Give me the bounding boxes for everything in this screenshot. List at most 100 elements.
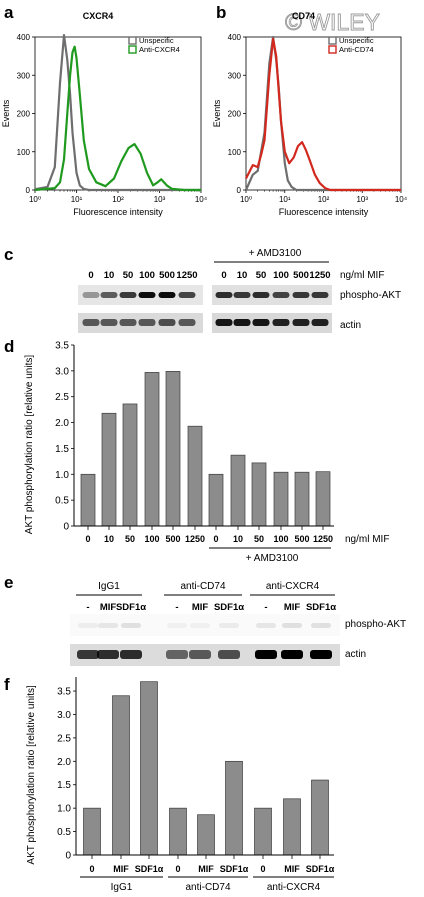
bar xyxy=(273,471,289,527)
y-tick-label: 0 xyxy=(26,186,31,195)
y-tick-label: 2.0 xyxy=(57,757,71,768)
phospho-akt-band xyxy=(167,623,187,628)
histogram-line-anti-cd74 xyxy=(245,37,401,192)
phospho-akt-band xyxy=(215,292,233,298)
actin-band xyxy=(158,319,176,326)
group-label: anti-CD74 xyxy=(180,581,225,592)
bar xyxy=(251,462,267,527)
lane-label: - xyxy=(175,602,178,613)
x-axis-label: Fluorescence intensity xyxy=(73,207,163,217)
group-label: anti-CXCR4 xyxy=(266,581,320,592)
row-label-phospho-akt: phospho-AKT xyxy=(340,290,401,301)
lane-dose-label: 0 xyxy=(221,270,226,281)
y-tick-label: 2.0 xyxy=(55,418,69,429)
y-tick-label: 300 xyxy=(228,71,242,80)
lane-label: MIF xyxy=(284,602,301,613)
panel-label-d: d xyxy=(4,337,14,356)
x-tick-label: SDF1α xyxy=(220,864,249,874)
bar xyxy=(197,814,215,856)
y-tick-label: 1.5 xyxy=(57,780,71,791)
lane-dose-label: 500 xyxy=(293,270,309,281)
x-tick-label: 100 xyxy=(144,534,159,544)
group-label: + AMD3100 xyxy=(246,553,299,564)
actin-band xyxy=(189,650,211,659)
x-tick-label: 10⁴ xyxy=(195,195,208,204)
y-tick-label: 3.5 xyxy=(55,341,69,352)
x-tick-label: 1250 xyxy=(185,534,205,544)
phospho-akt-band xyxy=(282,623,302,628)
phospho-akt-band xyxy=(138,292,156,298)
phospho-akt-band xyxy=(252,292,270,298)
actin-band xyxy=(215,319,233,326)
lane-label: SDF1α xyxy=(214,602,244,613)
y-tick-label: 200 xyxy=(17,110,31,119)
bar xyxy=(144,372,160,527)
x-tick-label: 0 xyxy=(213,534,218,544)
lane-dose-label: 100 xyxy=(139,270,155,281)
treatment-label: + AMD3100 xyxy=(249,248,302,259)
group-label: anti-CXCR4 xyxy=(267,882,321,893)
y-tick-label: 1.0 xyxy=(55,470,69,481)
x-tick-label: SDF1α xyxy=(306,864,335,874)
actin-band xyxy=(281,650,303,659)
phospho-akt-band xyxy=(98,623,118,628)
y-axis-label: Events xyxy=(1,99,11,127)
bar xyxy=(315,471,331,527)
phospho-akt-band xyxy=(100,292,118,298)
panel-label-a: a xyxy=(4,3,14,22)
phospho-akt-band xyxy=(119,292,137,298)
actin-band xyxy=(255,650,277,659)
y-tick-label: 100 xyxy=(228,148,242,157)
bar xyxy=(294,471,310,527)
y-tick-label: 1.0 xyxy=(57,804,71,815)
lane-dose-label: 50 xyxy=(123,270,134,281)
actin-band xyxy=(138,319,156,326)
chart-title: CXCR4 xyxy=(83,11,114,21)
legend-label: Unspecific xyxy=(139,36,174,45)
y-tick-label: 0 xyxy=(65,851,71,862)
bar xyxy=(311,779,329,856)
x-tick-label: 0 xyxy=(260,864,265,874)
bar xyxy=(122,403,138,527)
lane-dose-label: 0 xyxy=(88,270,93,281)
row-label-actin: actin xyxy=(345,649,366,660)
lane-dose-label: 100 xyxy=(273,270,289,281)
phospho-akt-band xyxy=(82,292,100,298)
bar xyxy=(112,695,130,856)
lane-dose-label: 1250 xyxy=(309,270,330,281)
actin-band xyxy=(252,319,270,326)
panel-label-b: b xyxy=(216,3,226,22)
bar xyxy=(208,473,224,527)
x-tick-label: 10 xyxy=(104,534,114,544)
y-axis-label: Events xyxy=(212,99,222,127)
y-tick-label: 0 xyxy=(63,522,69,533)
group-label: IgG1 xyxy=(98,581,120,592)
y-tick-label: 2.5 xyxy=(55,392,69,403)
actin-band xyxy=(292,319,310,326)
y-tick-label: 0.5 xyxy=(55,496,69,507)
lane-label: - xyxy=(86,602,89,613)
y-tick-label: 1.5 xyxy=(55,444,69,455)
legend-swatch xyxy=(328,45,337,54)
lane-label: MIF xyxy=(192,602,209,613)
legend-label: Anti-CXCR4 xyxy=(139,45,180,54)
blot-strip-phospho-right xyxy=(212,285,332,305)
x-tick-label: 0 xyxy=(85,534,90,544)
phospho-akt-band xyxy=(178,292,196,298)
lane-label: SDF1α xyxy=(116,602,146,613)
actin-band xyxy=(272,319,290,326)
actin-band xyxy=(119,319,137,326)
x-tick-label: 500 xyxy=(294,534,309,544)
actin-band xyxy=(310,650,332,659)
y-tick-label: 3.0 xyxy=(57,710,71,721)
phospho-akt-band xyxy=(311,292,329,298)
chart-title: CD74 xyxy=(292,11,315,21)
x-tick-label: 1250 xyxy=(313,534,333,544)
phospho-akt-band xyxy=(78,623,98,628)
wiley-watermark: © WILEY xyxy=(285,9,380,35)
panel-label-f: f xyxy=(4,675,10,694)
legend-label: Anti-CD74 xyxy=(339,45,374,54)
x-tick-label: 500 xyxy=(165,534,180,544)
x-tick-label: MIF xyxy=(198,864,214,874)
